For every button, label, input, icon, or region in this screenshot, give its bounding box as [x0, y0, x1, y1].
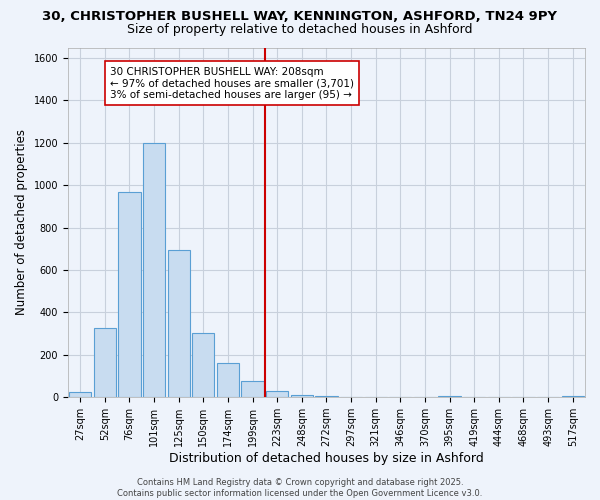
- Y-axis label: Number of detached properties: Number of detached properties: [15, 130, 28, 316]
- Bar: [94, 328, 116, 397]
- Bar: [266, 391, 288, 397]
- Bar: [118, 192, 140, 397]
- Bar: [143, 143, 165, 397]
- Text: Size of property relative to detached houses in Ashford: Size of property relative to detached ho…: [127, 22, 473, 36]
- Bar: [316, 396, 338, 397]
- Bar: [192, 332, 214, 397]
- Bar: [241, 382, 263, 397]
- X-axis label: Distribution of detached houses by size in Ashford: Distribution of detached houses by size …: [169, 452, 484, 465]
- Text: 30, CHRISTOPHER BUSHELL WAY, KENNINGTON, ASHFORD, TN24 9PY: 30, CHRISTOPHER BUSHELL WAY, KENNINGTON,…: [43, 10, 557, 23]
- Bar: [167, 250, 190, 397]
- Text: 30 CHRISTOPHER BUSHELL WAY: 208sqm
← 97% of detached houses are smaller (3,701)
: 30 CHRISTOPHER BUSHELL WAY: 208sqm ← 97%…: [110, 66, 354, 100]
- Bar: [291, 395, 313, 397]
- Bar: [562, 396, 584, 397]
- Bar: [439, 396, 461, 397]
- Text: Contains HM Land Registry data © Crown copyright and database right 2025.
Contai: Contains HM Land Registry data © Crown c…: [118, 478, 482, 498]
- Bar: [217, 364, 239, 397]
- Bar: [69, 392, 91, 397]
